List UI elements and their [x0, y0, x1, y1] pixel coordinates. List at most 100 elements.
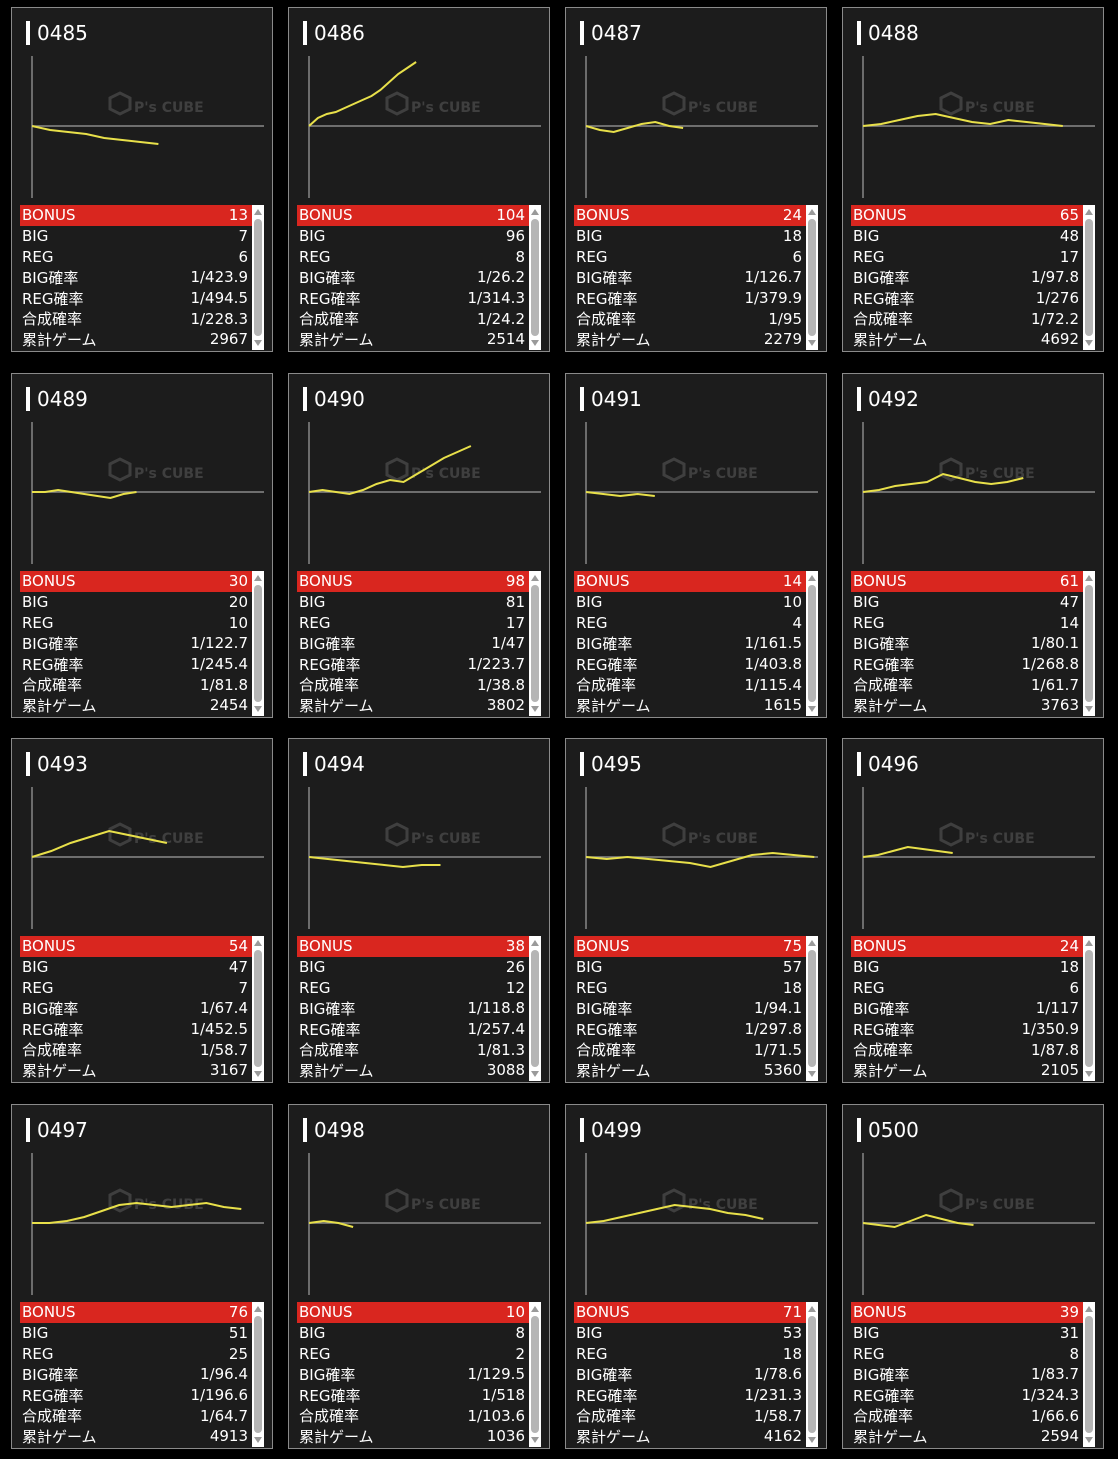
scroll-up-arrow-icon[interactable]	[531, 1306, 539, 1312]
scroll-thumb[interactable]	[254, 219, 262, 336]
scroll-down-arrow-icon[interactable]	[808, 340, 816, 346]
scroll-up-arrow-icon[interactable]	[254, 940, 262, 946]
scroll-thumb[interactable]	[254, 950, 262, 1067]
scroll-down-arrow-icon[interactable]	[1085, 340, 1093, 346]
scroll-up-arrow-icon[interactable]	[808, 1306, 816, 1312]
machine-card[interactable]: 0486 P's CUBE BONUS 104 BIG 96 REG 8 BIG確率 1/26.2…	[288, 7, 550, 352]
scroll-down-arrow-icon[interactable]	[531, 1071, 539, 1077]
machine-card[interactable]: 0499 P's CUBE BONUS 71 BIG 53 REG 18 BIG確率 1/78.6…	[565, 1104, 827, 1449]
stats-scrollbar[interactable]	[1083, 205, 1095, 350]
machine-card[interactable]: 0490 P's CUBE BONUS 98 BIG 81 REG 17 BIG確率 1/47 RE…	[288, 373, 550, 718]
machine-card[interactable]: 0485 P's CUBE BONUS 13 BIG 7 REG 6 BIG確率 1/423.9 R…	[11, 7, 273, 352]
slump-graph: P's CUBE	[307, 52, 543, 202]
scroll-up-arrow-icon[interactable]	[1085, 209, 1093, 215]
machine-number[interactable]: 0498	[314, 1118, 365, 1142]
scroll-up-arrow-icon[interactable]	[254, 1306, 262, 1312]
machine-card[interactable]: 0493 P's CUBE BONUS 54 BIG 47 REG 7 BIG確率 1/67.4 R…	[11, 738, 273, 1083]
scroll-up-arrow-icon[interactable]	[1085, 575, 1093, 581]
scroll-down-arrow-icon[interactable]	[1085, 1071, 1093, 1077]
machine-number[interactable]: 0491	[591, 387, 642, 411]
scroll-down-arrow-icon[interactable]	[254, 706, 262, 712]
scroll-up-arrow-icon[interactable]	[808, 209, 816, 215]
stats-scrollbar[interactable]	[529, 936, 541, 1081]
machine-number[interactable]: 0488	[868, 21, 919, 45]
scroll-down-arrow-icon[interactable]	[531, 1437, 539, 1443]
machine-number[interactable]: 0497	[37, 1118, 88, 1142]
scroll-thumb[interactable]	[1085, 585, 1093, 702]
scroll-down-arrow-icon[interactable]	[254, 340, 262, 346]
stats-scrollbar[interactable]	[1083, 936, 1095, 1081]
machine-card[interactable]: 0494 P's CUBE BONUS 38 BIG 26 REG 12 BIG確率 1/118.…	[288, 738, 550, 1083]
scroll-thumb[interactable]	[254, 585, 262, 702]
scroll-thumb[interactable]	[531, 585, 539, 702]
machine-number[interactable]: 0496	[868, 752, 919, 776]
stats-scrollbar[interactable]	[252, 1302, 264, 1447]
scroll-up-arrow-icon[interactable]	[531, 209, 539, 215]
scroll-up-arrow-icon[interactable]	[1085, 1306, 1093, 1312]
scroll-thumb[interactable]	[531, 950, 539, 1067]
scroll-thumb[interactable]	[808, 219, 816, 336]
machine-number[interactable]: 0495	[591, 752, 642, 776]
scroll-down-arrow-icon[interactable]	[1085, 706, 1093, 712]
scroll-thumb[interactable]	[254, 1316, 262, 1433]
machine-card[interactable]: 0491 P's CUBE BONUS 14 BIG 10 REG 4 BIG確率 1/161.5…	[565, 373, 827, 718]
machine-card[interactable]: 0495 P's CUBE BONUS 75 BIG 57 REG 18 BIG確率 1/94.1…	[565, 738, 827, 1083]
scroll-thumb[interactable]	[808, 585, 816, 702]
machine-number[interactable]: 0489	[37, 387, 88, 411]
machine-card[interactable]: 0489 P's CUBE BONUS 30 BIG 20 REG 10 BIG確率 1/122.…	[11, 373, 273, 718]
machine-number[interactable]: 0490	[314, 387, 365, 411]
machine-card[interactable]: 0497 P's CUBE BONUS 76 BIG 51 REG 25 BIG確率 1/96.4…	[11, 1104, 273, 1449]
machine-number[interactable]: 0493	[37, 752, 88, 776]
machine-number[interactable]: 0487	[591, 21, 642, 45]
scroll-down-arrow-icon[interactable]	[254, 1071, 262, 1077]
scroll-up-arrow-icon[interactable]	[1085, 940, 1093, 946]
scroll-down-arrow-icon[interactable]	[531, 706, 539, 712]
slump-line	[585, 1203, 764, 1224]
machine-card[interactable]: 0492 P's CUBE BONUS 61 BIG 47 REG 14 BIG確率 1/80.1…	[842, 373, 1104, 718]
stats-scrollbar[interactable]	[1083, 1302, 1095, 1447]
stats-scrollbar[interactable]	[806, 571, 818, 716]
scroll-up-arrow-icon[interactable]	[254, 575, 262, 581]
scroll-up-arrow-icon[interactable]	[808, 575, 816, 581]
scroll-down-arrow-icon[interactable]	[808, 706, 816, 712]
machine-number[interactable]: 0494	[314, 752, 365, 776]
stats-scrollbar[interactable]	[806, 205, 818, 350]
machine-number[interactable]: 0500	[868, 1118, 919, 1142]
stat-label: 合成確率	[22, 310, 83, 329]
scroll-up-arrow-icon[interactable]	[531, 575, 539, 581]
scroll-thumb[interactable]	[1085, 950, 1093, 1067]
stats-scrollbar[interactable]	[806, 1302, 818, 1447]
scroll-thumb[interactable]	[1085, 1316, 1093, 1433]
machine-number[interactable]: 0486	[314, 21, 365, 45]
machine-card[interactable]: 0488 P's CUBE BONUS 65 BIG 48 REG 17 BIG確率 1/97.8…	[842, 7, 1104, 352]
machine-card[interactable]: 0498 P's CUBE BONUS 10 BIG 8 REG 2 BIG確率 1/129.5 R…	[288, 1104, 550, 1449]
stats-scrollbar[interactable]	[529, 205, 541, 350]
scroll-up-arrow-icon[interactable]	[808, 940, 816, 946]
stats-scrollbar[interactable]	[806, 936, 818, 1081]
scroll-thumb[interactable]	[808, 950, 816, 1067]
scroll-thumb[interactable]	[808, 1316, 816, 1433]
machine-number[interactable]: 0499	[591, 1118, 642, 1142]
machine-number[interactable]: 0485	[37, 21, 88, 45]
stats-scrollbar[interactable]	[252, 571, 264, 716]
scroll-down-arrow-icon[interactable]	[531, 340, 539, 346]
scroll-up-arrow-icon[interactable]	[254, 209, 262, 215]
scroll-down-arrow-icon[interactable]	[808, 1437, 816, 1443]
stats-scrollbar[interactable]	[252, 936, 264, 1081]
scroll-thumb[interactable]	[531, 1316, 539, 1433]
stat-label: REG	[853, 613, 885, 632]
machine-number[interactable]: 0492	[868, 387, 919, 411]
stats-scrollbar[interactable]	[529, 1302, 541, 1447]
scroll-up-arrow-icon[interactable]	[531, 940, 539, 946]
machine-card[interactable]: 0500 P's CUBE BONUS 39 BIG 31 REG 8 BIG確率 1/83.7 R…	[842, 1104, 1104, 1449]
stats-scrollbar[interactable]	[1083, 571, 1095, 716]
stats-scrollbar[interactable]	[529, 571, 541, 716]
scroll-down-arrow-icon[interactable]	[1085, 1437, 1093, 1443]
scroll-thumb[interactable]	[531, 219, 539, 336]
machine-card[interactable]: 0487 P's CUBE BONUS 24 BIG 18 REG 6 BIG確率 1/126.7…	[565, 7, 827, 352]
scroll-down-arrow-icon[interactable]	[808, 1071, 816, 1077]
machine-card[interactable]: 0496 P's CUBE BONUS 24 BIG 18 REG 6 BIG確率 1/117 RE…	[842, 738, 1104, 1083]
stats-scrollbar[interactable]	[252, 205, 264, 350]
scroll-thumb[interactable]	[1085, 219, 1093, 336]
scroll-down-arrow-icon[interactable]	[254, 1437, 262, 1443]
